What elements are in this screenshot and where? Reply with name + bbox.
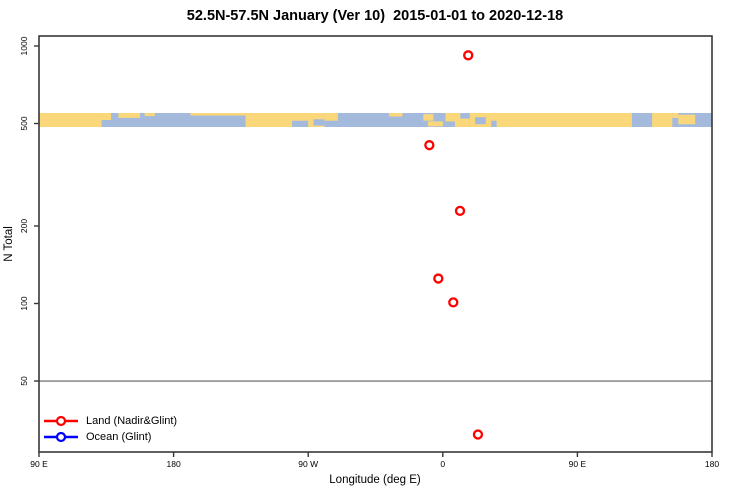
data-point: [424, 140, 435, 151]
map-strip-land-segment: [388, 113, 403, 117]
x-axis-tick-label: 90 E: [30, 459, 48, 469]
data-point: [454, 205, 466, 216]
legend-symbol-land-icon: [44, 415, 78, 427]
legend-label-land: Land (Nadir&Glint): [86, 415, 178, 427]
x-axis-tick-label: 90 W: [298, 459, 318, 469]
map-strip-land-segment: [427, 121, 443, 127]
plot-border-group: [38, 35, 713, 453]
data-points-group: [424, 50, 484, 440]
map-strip-land-segment: [101, 113, 112, 120]
map-strip-land-segment: [445, 113, 461, 122]
x-axis-tick-label: 180: [705, 459, 719, 469]
map-strip-ocean-segment: [475, 117, 486, 125]
y-axis-tick-label: 1000: [19, 36, 29, 55]
map-strip-land-segment: [118, 113, 140, 118]
axis-ticks-group: 90 E 180 90 W 0 90 E 180 1000 500 200 100 50: [19, 36, 719, 469]
map-strip-ocean-segment: [292, 120, 309, 127]
map-strip-land-segment: [469, 113, 632, 127]
y-axis-tick-label: 200: [19, 219, 29, 233]
map-strip-land-segment: [39, 113, 102, 127]
legend-symbol-ocean-icon: [44, 431, 78, 443]
map-strip-land-segment: [454, 118, 470, 127]
x-axis-tick-label: 0: [440, 459, 445, 469]
data-point: [472, 429, 484, 440]
legend-item-land: Land (Nadir&Glint): [42, 413, 177, 429]
x-axis-tick-label: 180: [167, 459, 181, 469]
x-axis-tick-label: 90 E: [569, 459, 587, 469]
legend-item-ocean: Ocean (Glint): [42, 429, 177, 445]
data-point: [463, 50, 474, 61]
map-strip-group: [39, 113, 712, 127]
data-point: [433, 273, 444, 284]
y-axis-tick-label: 500: [19, 116, 29, 130]
map-strip-land-segment: [652, 113, 673, 127]
legend: Land (Nadir&Glint) Ocean (Glint): [42, 413, 177, 445]
map-strip-land-segment: [144, 113, 155, 117]
y-axis-tick-label: 100: [19, 296, 29, 310]
map-strip-land-segment: [245, 113, 325, 127]
map-strip-land-segment: [672, 113, 679, 118]
y-axis-tick-label: 50: [19, 376, 29, 386]
map-strip-ocean-segment: [491, 120, 497, 127]
chart-title: 52.5N-57.5N January (Ver 10) 2015-01-01 …: [186, 8, 564, 24]
map-strip-land-segment: [324, 113, 338, 121]
map-strip-land-segment: [190, 113, 246, 116]
legend-label-ocean: Ocean (Glint): [86, 431, 152, 443]
map-strip-land-segment: [423, 114, 434, 121]
map-strip-ocean-segment: [313, 119, 325, 126]
data-point: [448, 297, 459, 308]
plot-border: [38, 35, 713, 453]
x-axis-title: Longitude (deg E): [329, 474, 421, 486]
y-axis-title: N Total: [3, 226, 15, 262]
map-strip-land-segment: [678, 114, 696, 125]
